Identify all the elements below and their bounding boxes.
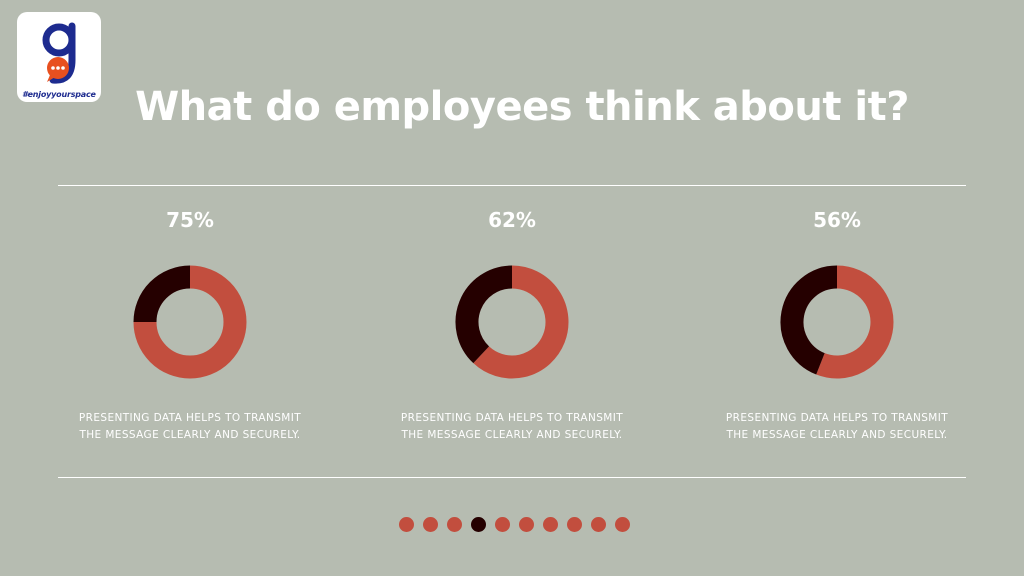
- pagination-dot[interactable]: [567, 517, 582, 532]
- pagination-dot[interactable]: [519, 517, 534, 532]
- pagination-dot[interactable]: [591, 517, 606, 532]
- pagination-dot[interactable]: [615, 517, 630, 532]
- donut-chart: [780, 265, 894, 379]
- stat-block-3: 56% PRESENTING DATA HELPS TO TRANSMIT TH…: [717, 200, 957, 444]
- stat-percentage: 56%: [813, 208, 861, 232]
- stat-block-1: 75% PRESENTING DATA HELPS TO TRANSMIT TH…: [70, 200, 310, 444]
- donut-slice-value: [133, 265, 247, 379]
- stat-percentage: 75%: [166, 208, 214, 232]
- page-title: What do employees think about it?: [135, 84, 909, 130]
- stat-block-2: 62% PRESENTING DATA HELPS TO TRANSMIT TH…: [392, 200, 632, 444]
- top-divider: [58, 185, 966, 186]
- donut-slice-value: [816, 265, 894, 379]
- donut-slice-remainder: [133, 265, 191, 323]
- logo-tagline: #enjoyyourspace: [22, 90, 96, 99]
- pagination-dot[interactable]: [423, 517, 438, 532]
- donut-slice-remainder: [780, 265, 838, 375]
- donut-slice-remainder: [455, 265, 513, 364]
- stat-caption: PRESENTING DATA HELPS TO TRANSMIT THE ME…: [725, 412, 949, 441]
- donut-chart: [455, 265, 569, 379]
- pagination-dot[interactable]: [399, 517, 414, 532]
- donut-slice-value: [473, 265, 569, 379]
- bottom-divider: [58, 477, 966, 478]
- stat-percentage: 62%: [488, 208, 536, 232]
- stat-caption: PRESENTING DATA HELPS TO TRANSMIT THE ME…: [78, 412, 302, 441]
- brand-logo: #enjoyyourspace: [17, 12, 101, 102]
- logo-mark-icon: [42, 22, 76, 84]
- pagination-dots: [0, 517, 1024, 532]
- stat-caption: PRESENTING DATA HELPS TO TRANSMIT THE ME…: [400, 412, 624, 441]
- pagination-dot[interactable]: [447, 517, 462, 532]
- pagination-dot-active[interactable]: [471, 517, 486, 532]
- donut-chart: [133, 265, 247, 379]
- pagination-dot[interactable]: [543, 517, 558, 532]
- pagination-dot[interactable]: [495, 517, 510, 532]
